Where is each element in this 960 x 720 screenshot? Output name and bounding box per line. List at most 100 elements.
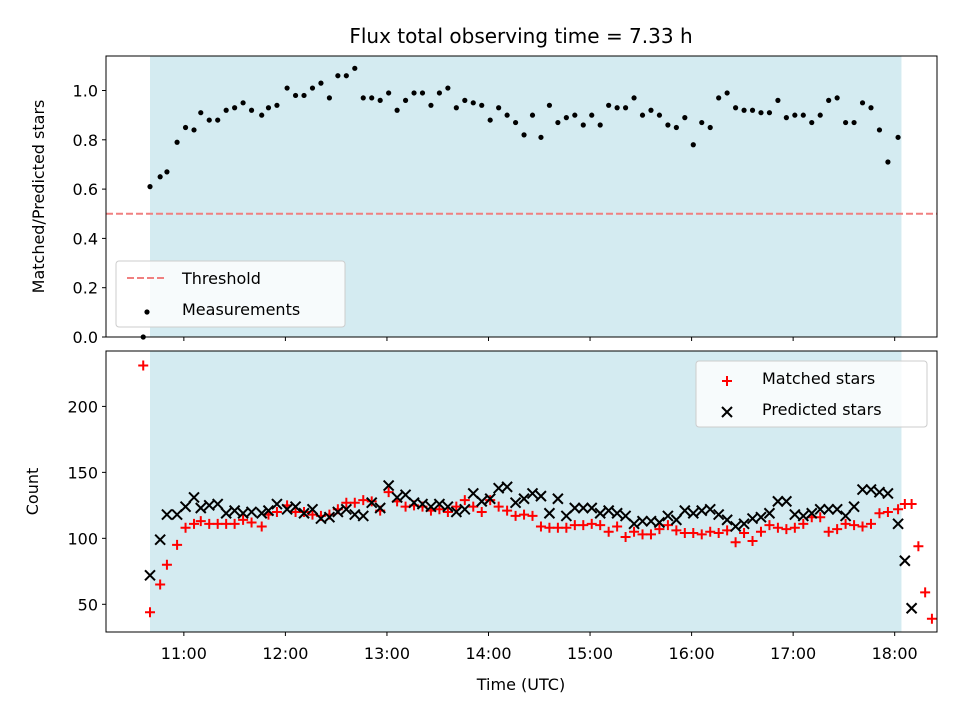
predicted-stars-point [856,483,869,496]
predicted-stars-point [636,515,649,527]
matched-stars-point [341,497,352,508]
measurements-point [792,112,798,118]
matched-stars-point [434,504,445,515]
matched-stars-point [713,528,724,539]
measurements-point [147,184,153,190]
x-tick-label: 15:00 [567,644,613,663]
predicted-stars-point [425,500,437,513]
predicted-stars-point [306,503,319,516]
matched-stars-point [772,522,783,533]
measurements-point [690,142,696,148]
predicted-stars-point [611,507,623,519]
predicted-stars-point [476,495,488,508]
predicted-stars-point [594,507,606,519]
predicted-stars-point [340,503,353,516]
predicted-stars-point [763,507,776,519]
matched-stars-point [620,532,631,543]
legend: Threshold Measurements [115,260,346,328]
y-tick-label: 0.4 [73,229,98,248]
measurements-point [555,119,561,126]
predicted-stars-point [144,569,156,581]
predicted-stars-point [569,502,581,514]
predicted-stars-point [450,506,463,518]
plot-frame [105,350,938,633]
x-axis-title: Time (UTC) [476,675,565,694]
measurements-point [504,112,510,118]
predicted-stars-point [892,518,904,530]
predicted-stars-point [543,507,556,519]
predicted-stars-point [780,495,793,508]
measurements-point [758,110,764,116]
matched-stars-point [561,522,572,533]
predicted-stars-point [433,498,446,510]
matched-stars-point [229,518,240,529]
matched-stars-point [155,579,166,590]
x-tick-label: 17:00 [770,644,816,663]
measurements-point [164,169,170,175]
count-panel: 50 100 150 200 11:00 12:00 13:00 14:00 15:00 16:0… [23,350,938,663]
predicted-stars-point [374,502,386,514]
predicted-stars-point [442,500,454,513]
matched-stars-point [654,524,665,535]
matched-stars-point [789,522,800,533]
legend-measurements-swatch [144,309,150,315]
measurements-point [817,112,823,118]
predicted-stars-point [755,511,767,523]
matched-stars-point [671,525,682,536]
predicted-stars-point [653,516,666,529]
ratio-panel: 0.0 0.2 0.4 0.6 0.8 1.0 Matched/Predicted star… [29,55,938,347]
matched-stars-point [349,497,360,508]
measurements-point [377,97,383,103]
predicted-stars-point [814,503,826,516]
measurements-point [318,80,324,86]
measurements-point [470,100,476,106]
measurements-point [563,115,569,121]
measurements-point [174,139,180,145]
measurements-point [479,102,485,108]
measurements-point [673,124,679,131]
y-tick-label: 50 [78,595,98,614]
measurements-point [843,119,849,126]
measurements-point [859,100,866,106]
predicted-stars-point [772,495,784,508]
predicted-stars-point [281,503,293,516]
measurements-point [191,127,197,133]
x-tick-label: 12:00 [262,644,308,663]
matched-stars-point [161,559,172,570]
matched-stars-point [893,504,904,515]
measurements-point [606,102,612,108]
predicted-stars-point [154,533,166,546]
measurements-point [453,105,459,111]
matched-stars-point [493,501,504,512]
measurements-point [656,112,663,118]
measurements-point [240,100,246,106]
matched-stars-point [544,522,555,533]
predicted-stars-point [687,507,699,519]
predicted-stars-point [391,491,403,504]
legend-predicted-stars-label: Predicted stars [762,400,882,419]
y-tick-label: 0.6 [73,180,98,199]
matched-stars-point [739,528,750,539]
predicted-stars-point [195,502,207,514]
x-tick-label: 11:00 [161,644,207,663]
predicted-stars-point [323,511,336,523]
legend-matched-stars-label: Matched stars [762,369,875,388]
matched-stars-point [595,520,606,531]
y-tick-label: 0.8 [73,131,98,150]
measurements-point [157,174,163,180]
legend: Matched stars Predicted stars [695,360,928,428]
measurements-point [783,115,789,121]
predicted-stars-point [806,507,818,519]
predicted-stars-point [332,506,344,518]
matched-stars-point [451,501,462,512]
predicted-stars-point [211,498,224,510]
predicted-stars-point [526,487,539,500]
measurements-point [386,90,392,96]
measurements-point [292,92,299,99]
measurements-point [428,102,434,108]
measurements-point [766,110,773,116]
matched-stars-point [189,518,200,529]
predicted-stars-point [518,493,530,505]
measurements-point [580,122,586,128]
predicted-stars-point [670,514,683,526]
